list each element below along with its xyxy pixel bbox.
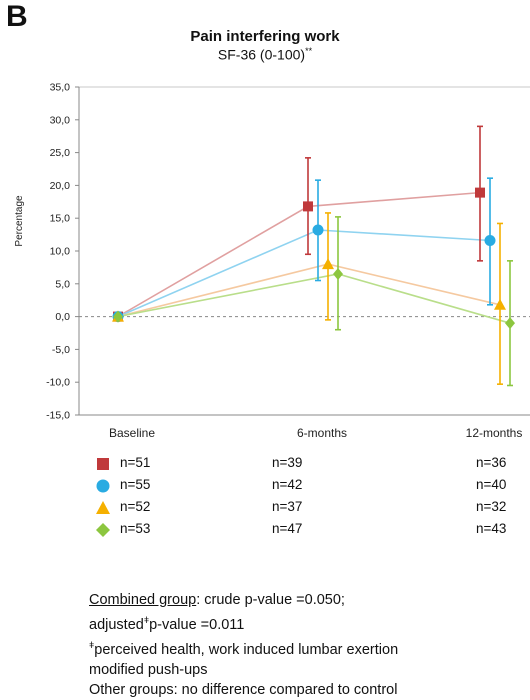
sample-size-label: n=32 xyxy=(476,499,507,514)
panel-label: B xyxy=(6,0,28,33)
sample-size-label: n=43 xyxy=(476,521,507,536)
y-tick-label: 30,0 xyxy=(50,114,71,126)
other-groups-line: Other groups: no difference compared to … xyxy=(89,681,398,698)
series-line xyxy=(117,191,481,318)
x-tick-label: 6-months xyxy=(297,426,347,440)
adjusted-mark: ǂ xyxy=(143,615,150,625)
sample-size-label: n=39 xyxy=(272,455,303,470)
notes: Combined group: crude p-value =0.050; ad… xyxy=(89,590,530,700)
triangle-marker-icon xyxy=(96,501,110,514)
circle-marker-icon xyxy=(96,479,110,493)
y-tick-label: -5,0 xyxy=(52,344,70,356)
combined-text: : crude p-value =0.050; xyxy=(196,592,345,608)
y-tick-label: 5,0 xyxy=(55,278,70,290)
sample-size-label: n=51 xyxy=(120,455,151,470)
legend-marker-shape xyxy=(96,479,110,493)
sample-size-label: n=37 xyxy=(272,499,303,514)
sample-size-label: n=52 xyxy=(120,499,151,514)
combined-label: Combined group xyxy=(89,592,197,608)
chart-subtitle: SF-36 (0-100)** xyxy=(0,46,530,63)
legend-item: n=52 n=37 n=32 xyxy=(96,499,530,519)
data-point xyxy=(303,201,313,212)
data-point xyxy=(113,310,123,323)
data-point xyxy=(494,298,506,310)
x-tick-label: Baseline xyxy=(109,426,155,440)
data-point xyxy=(312,224,324,236)
subtitle-mark: ** xyxy=(305,46,313,56)
series-line xyxy=(117,273,511,324)
y-tick-label: -10,0 xyxy=(46,377,70,389)
legend-marker-shape xyxy=(96,523,110,537)
chart-plot: 35,0 30,0 25,0 20,0 15,0 10,0 5,0 0,0 -5,0 -10,0 -… xyxy=(14,82,530,440)
legend-item: n=53 n=47 n=43 xyxy=(96,521,530,541)
y-tick-label: 25,0 xyxy=(50,147,71,159)
square-marker-icon xyxy=(97,458,109,470)
x-tick-label: 12-months xyxy=(466,426,523,440)
sample-size-label: n=53 xyxy=(120,521,151,536)
legend-item: n=51 n=39 n=36 xyxy=(96,455,530,475)
y-tick-label: 10,0 xyxy=(50,246,71,258)
sample-size-label: n=36 xyxy=(476,455,507,470)
y-tick-label: 35,0 xyxy=(50,82,71,94)
data-point xyxy=(475,187,485,198)
sample-size-label: n=55 xyxy=(120,477,151,492)
footnote-line-2: modified push-ups xyxy=(89,661,208,678)
sample-size-label: n=42 xyxy=(272,477,303,492)
y-tick-label: -15,0 xyxy=(46,410,70,422)
plot-frame xyxy=(78,86,530,416)
diamond-marker-icon xyxy=(96,523,110,537)
series-line xyxy=(117,263,501,318)
chart-title: Pain interfering work xyxy=(190,28,340,45)
y-tick-label: 20,0 xyxy=(50,180,71,192)
adjusted-prefix: adjusted xyxy=(89,616,144,633)
footnote-line: ǂperceived health, work induced lumbar e… xyxy=(89,635,530,660)
sample-size-label: n=40 xyxy=(476,477,507,492)
adjusted-text: p-value =0.011 xyxy=(149,616,245,633)
legend-item: n=55 n=42 n=40 xyxy=(96,477,530,497)
subtitle-text: SF-36 (0-100) xyxy=(217,46,306,63)
sample-size-label: n=47 xyxy=(272,521,303,536)
series-line xyxy=(117,229,491,318)
adjusted-line: adjustedǂp-value =0.011 xyxy=(89,610,530,635)
data-point xyxy=(505,317,515,330)
legend-marker-shape xyxy=(97,458,109,470)
data-point xyxy=(333,267,343,280)
y-tick-label: 15,0 xyxy=(50,213,71,225)
data-point xyxy=(484,235,496,247)
combined-line: Combined group: crude p-value =0.050; xyxy=(89,590,530,610)
y-axis-label: Percentage xyxy=(14,195,25,247)
data-point xyxy=(322,258,334,270)
footnote-text: perceived health, work induced lumbar ex… xyxy=(94,641,399,658)
footnote-mark: ǂ xyxy=(89,639,95,650)
y-tick-label: 0,0 xyxy=(55,311,70,323)
legend-marker-shape xyxy=(96,501,110,514)
